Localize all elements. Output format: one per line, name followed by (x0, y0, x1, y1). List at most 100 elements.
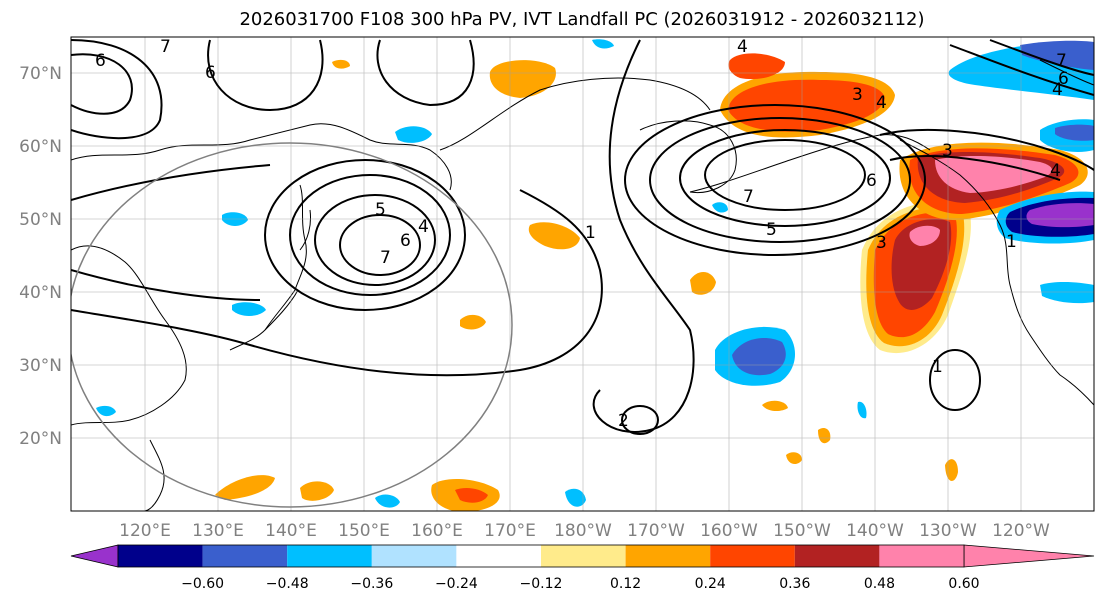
pv-contour (314, 194, 436, 286)
coastline (639, 120, 737, 194)
pv-contour-label: 6 (400, 231, 411, 251)
ivt-negative-region (96, 405, 116, 417)
ivt-negative-region (565, 488, 586, 507)
pv-contour-label: 6 (1058, 69, 1069, 89)
map-panel[interactable]: 6 7 5 4 6 7 1 4 3 4 6 7 5 6 3 4 3 1 2 1 … (68, 37, 1094, 512)
pv-contour (376, 39, 475, 107)
pv-contour (879, 129, 1094, 171)
colorbar-bin (541, 545, 626, 567)
lon-tick-label: 150°E (338, 521, 390, 541)
pv-contours (71, 39, 1094, 435)
pv-contour (592, 39, 695, 433)
figure-title: 2026031700 F108 300 hPa PV, IVT Landfall… (239, 9, 924, 30)
ivt-negative-region (712, 202, 728, 213)
pv-contour-label: 4 (1052, 80, 1063, 100)
lon-tick-label: 160°W (700, 521, 758, 541)
colorbar-tick-label: 0.60 (948, 576, 979, 592)
ivt-positive-region (332, 59, 350, 69)
colorbar-tick-label: −0.60 (181, 576, 224, 592)
pv-contour (989, 39, 1094, 76)
coastline (71, 245, 187, 426)
pv-contour-label: 6 (205, 63, 216, 83)
coastline (899, 139, 1094, 406)
pv-contour-label: 3 (942, 141, 953, 161)
ivt-positive-region (909, 225, 940, 246)
ivt-positive-region (300, 481, 334, 501)
colorbar-bin (879, 545, 964, 567)
ivt-negative-region (1026, 203, 1094, 228)
ivt-negative-region (1020, 40, 1094, 70)
pv-contour-label: 7 (160, 37, 171, 57)
pv-contour-labels: 6 7 5 4 6 7 1 4 3 4 6 7 5 6 3 4 3 1 2 1 … (95, 37, 1069, 431)
pv-contour (649, 117, 911, 243)
pv-contour-label: 7 (380, 248, 391, 268)
pv-contour-label: 1 (585, 223, 596, 243)
pv-contour-label: 6 (866, 171, 877, 191)
pv-contour-label: 4 (418, 217, 429, 237)
pv-contour (621, 405, 659, 435)
ivt-negative-region (395, 126, 432, 143)
coastline (689, 134, 931, 193)
ivt-positive-region (215, 475, 275, 500)
lon-tick-label: 140°E (265, 521, 317, 541)
colorbar-extend-low (70, 544, 119, 568)
coastlines (71, 59, 1094, 511)
landfall-region-circle (71, 142, 513, 508)
lat-tick-label: 60°N (19, 137, 62, 157)
ivt-positive-region (891, 219, 952, 310)
lat-tick-label: 40°N (19, 283, 62, 303)
lon-tick-label: 120°E (119, 521, 171, 541)
pv-contour-label: 2 (618, 411, 629, 431)
pv-contour-label: 1 (932, 357, 943, 377)
lat-tick-label: 30°N (19, 356, 62, 376)
pv-contour (71, 39, 163, 140)
lat-tick-labels: 20°N 30°N 40°N 50°N 60°N 70°N (19, 64, 62, 449)
lon-tick-label: 130°E (192, 521, 244, 541)
lat-tick-label: 50°N (19, 210, 62, 230)
pv-contour-label: 3 (852, 85, 863, 105)
ivt-positive-region (690, 271, 716, 295)
pv-contour-label: 1 (1006, 232, 1017, 252)
pv-contour (679, 129, 891, 227)
colorbar-extend-high (963, 544, 1095, 568)
lon-tick-label: 130°W (919, 521, 977, 541)
colorbar-tick-label: 0.24 (695, 576, 726, 592)
colorbar-bin (456, 545, 541, 567)
lat-tick-label: 20°N (19, 429, 62, 449)
ivt-positive-region (460, 314, 486, 330)
lon-tick-label: 170°W (627, 521, 685, 541)
pv-contour-label: 4 (876, 93, 887, 113)
pv-contour (949, 44, 1094, 96)
colorbar-tick-label: 0.12 (610, 576, 641, 592)
colorbar-tick-label: −0.24 (435, 576, 478, 592)
ivt-negative-region (857, 401, 867, 419)
lon-tick-label: 170°E (484, 521, 536, 541)
coastline (439, 77, 711, 151)
ivt-positive-region (935, 156, 1052, 193)
pv-contour (289, 174, 451, 296)
ivt-positive-region (455, 487, 488, 503)
colorbar-frame (117, 544, 965, 568)
colorbar-bin (371, 545, 457, 567)
pv-contour-label: 6 (95, 51, 106, 71)
lon-tick-label: 160°E (411, 521, 463, 541)
colorbar-tick-label: −0.48 (266, 576, 309, 592)
map-frame (70, 36, 1095, 512)
coastline (71, 123, 452, 191)
pv-contour (71, 269, 261, 301)
pv-contour (71, 164, 271, 201)
ivt-positive-region (762, 400, 788, 412)
pv-contour (207, 39, 324, 112)
pv-contour-label: 5 (766, 220, 777, 240)
pv-contour-label: 7 (1056, 51, 1067, 71)
pv-contour (264, 159, 466, 311)
coastline (264, 209, 311, 331)
colorbar-tick-label: −0.12 (520, 576, 563, 592)
ivt-positive-region (818, 428, 831, 444)
ivt-negative-region (375, 494, 400, 508)
colorbar-bin (794, 545, 880, 567)
coastline (1039, 59, 1094, 86)
ivt-positive-region (489, 60, 556, 98)
colorbar-bin (118, 545, 203, 567)
